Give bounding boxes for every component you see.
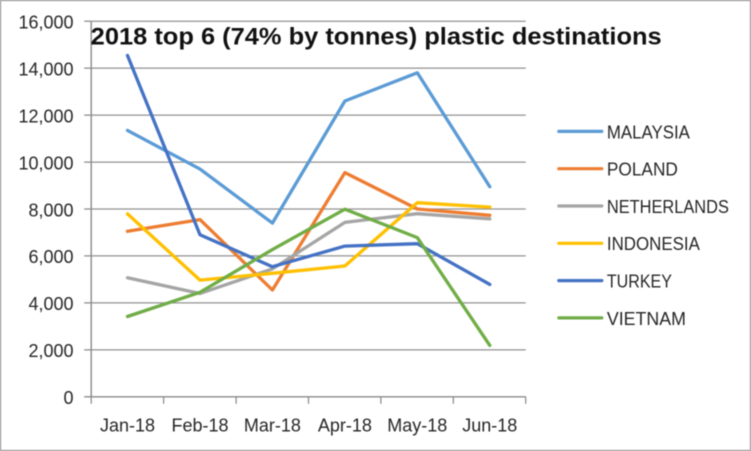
svg-text:INDONESIA: INDONESIA (607, 234, 700, 254)
svg-text:Jun-18: Jun-18 (462, 415, 517, 435)
svg-text:6,000: 6,000 (28, 247, 73, 267)
svg-text:May-18: May-18 (387, 415, 447, 435)
svg-text:16,000: 16,000 (18, 13, 73, 33)
svg-text:4,000: 4,000 (28, 294, 73, 314)
svg-text:2018 top 6 (74% by tonnes) pla: 2018 top 6 (74% by tonnes) plastic desti… (91, 23, 662, 50)
svg-text:MALAYSIA: MALAYSIA (607, 122, 690, 142)
svg-text:14,000: 14,000 (18, 59, 73, 79)
svg-text:Mar-18: Mar-18 (244, 415, 301, 435)
svg-text:10,000: 10,000 (18, 153, 73, 173)
svg-text:Apr-18: Apr-18 (318, 415, 372, 435)
svg-text:Feb-18: Feb-18 (171, 415, 228, 435)
svg-text:0: 0 (63, 388, 73, 408)
svg-text:2,000: 2,000 (28, 341, 73, 361)
svg-text:NETHERLANDS: NETHERLANDS (607, 197, 729, 217)
svg-text:Jan-18: Jan-18 (100, 415, 155, 435)
svg-text:VIETNAM: VIETNAM (607, 309, 686, 329)
svg-text:TURKEY: TURKEY (607, 272, 672, 292)
svg-text:8,000: 8,000 (28, 200, 73, 220)
svg-text:POLAND: POLAND (607, 160, 678, 180)
svg-text:12,000: 12,000 (18, 106, 73, 126)
